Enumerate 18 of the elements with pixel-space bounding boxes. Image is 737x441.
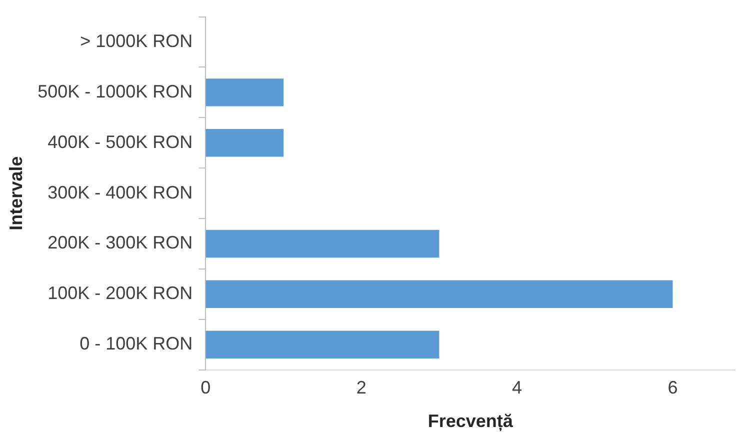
y-tick-label: 300K - 400K RON — [48, 182, 193, 202]
bar — [206, 280, 673, 308]
y-tick-label: 200K - 300K RON — [48, 232, 193, 253]
bar — [206, 330, 440, 358]
x-tick-label: 2 — [356, 378, 366, 398]
bar — [206, 230, 440, 258]
y-tick-label: 500K - 1000K RON — [38, 81, 193, 102]
x-tick-label: 4 — [512, 378, 522, 398]
bar — [206, 78, 284, 106]
x-tick-label: 6 — [668, 378, 678, 398]
bar — [206, 129, 284, 157]
y-tick-label: > 1000K RON — [80, 30, 193, 51]
x-axis-title: Frecvență — [428, 411, 514, 432]
y-tick-label: 100K - 200K RON — [48, 283, 193, 304]
x-tick-label: 0 — [200, 378, 211, 398]
y-tick-label: 0 - 100K RON — [80, 334, 193, 354]
y-axis-title: Intervale — [6, 156, 26, 230]
y-tick-label: 400K - 500K RON — [48, 132, 193, 152]
